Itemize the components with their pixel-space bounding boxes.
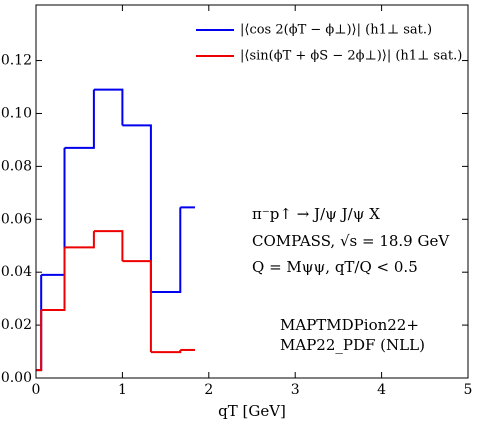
step-segment bbox=[41, 147, 66, 276]
x-tick-label: 0 bbox=[32, 382, 41, 398]
step-segment bbox=[41, 247, 66, 312]
step-segment bbox=[64, 89, 95, 149]
x-tick-label: 4 bbox=[377, 382, 386, 398]
legend-label: |⟨sin(ϕT + ϕS − 2ϕ⊥)⟩| (h1⊥ sat.) bbox=[240, 49, 462, 64]
annotation: MAPTMDPion22+ bbox=[280, 316, 419, 334]
annotation: Q = Mψψ, qT/Q < 0.5 bbox=[252, 258, 418, 276]
y-tick-label: 0.04 bbox=[1, 264, 32, 280]
step-segment bbox=[36, 310, 43, 372]
y-tick-label: 0.12 bbox=[1, 53, 32, 69]
x-tick-label: 1 bbox=[118, 382, 127, 398]
x-tick-label: 5 bbox=[464, 382, 473, 398]
step-segment bbox=[122, 260, 152, 353]
plot-frame bbox=[35, 4, 469, 379]
step-segment bbox=[150, 349, 182, 354]
y-tick-label: 0.10 bbox=[1, 105, 32, 121]
y-tick-label: 0.02 bbox=[1, 317, 32, 333]
y-tick-label: 0.00 bbox=[1, 370, 32, 386]
x-axis-label: qT [GeV] bbox=[218, 402, 286, 420]
x-tick-label: 2 bbox=[204, 382, 213, 398]
step-segment bbox=[64, 231, 95, 249]
y-tick-label: 0.08 bbox=[1, 158, 32, 174]
step-segment bbox=[93, 230, 124, 262]
step-segment bbox=[93, 88, 124, 126]
annotation: COMPASS, √s = 18.9 GeV bbox=[252, 232, 450, 250]
y-tick-label: 0.06 bbox=[1, 211, 32, 227]
legend-label: |⟨cos 2(ϕT − ϕ⊥)⟩| (h1⊥ sat.) bbox=[240, 23, 432, 38]
step-segment bbox=[122, 124, 152, 293]
annotation: MAP22_PDF (NLL) bbox=[280, 336, 425, 354]
step-segment bbox=[150, 207, 182, 294]
x-tick-label: 3 bbox=[291, 382, 300, 398]
annotation: π⁻p↑ → J/ψ J/ψ X bbox=[252, 205, 380, 223]
